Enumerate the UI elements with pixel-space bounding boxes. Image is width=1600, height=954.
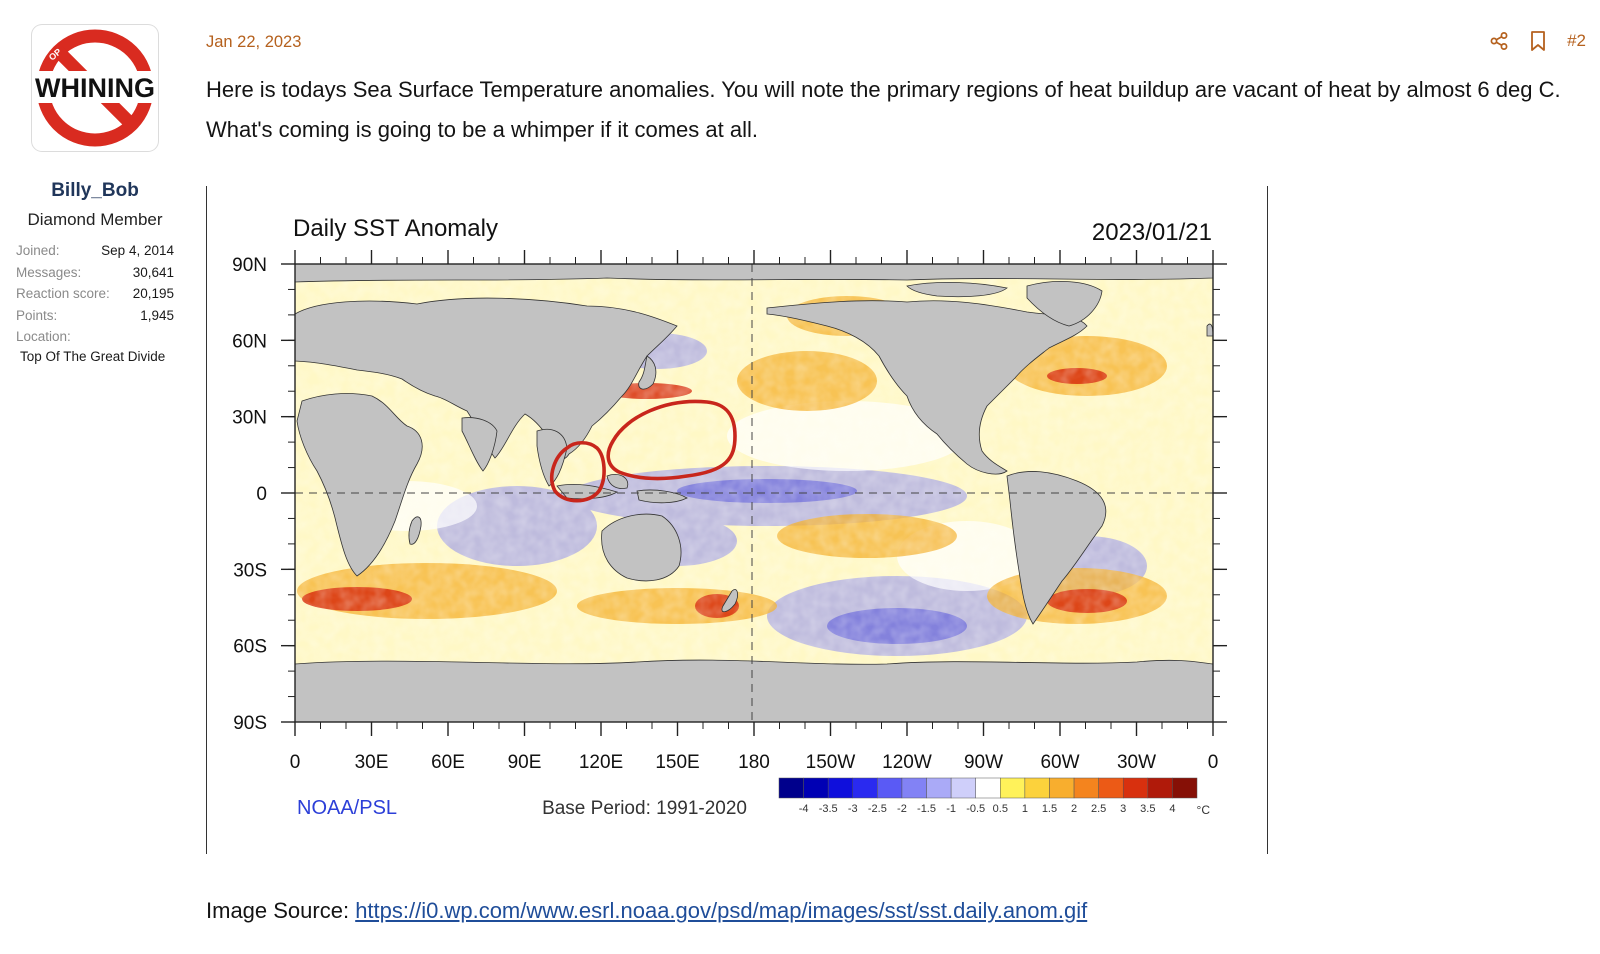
- lon-label: 90E: [508, 752, 542, 773]
- colorbar-swatch: [1073, 777, 1099, 799]
- colorbar-tick-label: 2: [1071, 803, 1077, 815]
- stat-reaction-score: Reaction score: 20,195: [16, 286, 174, 301]
- sst-anomaly-figure[interactable]: Daily SST Anomaly 2023/01/21: [206, 186, 1268, 854]
- map-title: Daily SST Anomaly: [293, 215, 498, 242]
- location-value[interactable]: Top Of The Great Divide: [20, 348, 166, 364]
- share-button[interactable]: [1489, 31, 1509, 51]
- colorbar-tick-label: 2.5: [1091, 803, 1106, 815]
- colorbar-swatch: [1000, 777, 1026, 799]
- colorbar-swatch: [1024, 777, 1050, 799]
- colorbar-unit: °C: [1197, 803, 1211, 817]
- lat-label: 30N: [232, 408, 267, 429]
- colorbar-tick-label: 1: [1022, 803, 1028, 815]
- lat-label: 90N: [232, 255, 267, 276]
- colorbar-tick-label: -1.5: [917, 803, 936, 815]
- bookmark-button[interactable]: [1529, 30, 1547, 52]
- lat-label: 0: [256, 484, 267, 505]
- lat-label: 60N: [232, 331, 267, 352]
- image-source-line: Image Source: https://i0.wp.com/www.esrl…: [206, 898, 1088, 923]
- lon-label: 90W: [964, 752, 1003, 773]
- image-source-link[interactable]: https://i0.wp.com/www.esrl.noaa.gov/psd/…: [355, 898, 1088, 923]
- colorbar-tick-label: 1.5: [1042, 803, 1057, 815]
- colorbar-tick-label: -1: [946, 803, 956, 815]
- stat-points: Points: 1,945: [16, 307, 174, 323]
- post-date[interactable]: Jan 22, 2023: [206, 33, 302, 51]
- stat-location: Location:: [16, 329, 71, 344]
- svg-text:WHINING: WHINING: [35, 73, 155, 103]
- annotation-circle-south-china-sea: [550, 440, 606, 503]
- colorbar-swatch: [827, 777, 854, 799]
- colorbar-swatch: [1147, 777, 1173, 799]
- lon-label: 150W: [806, 752, 856, 773]
- colorbar-tick-label: 3.5: [1140, 803, 1155, 815]
- latitude-labels: 90N 60N 30N 0 30S 60S 90S: [232, 255, 267, 734]
- colorbar-swatch: [877, 777, 903, 799]
- map-field: [295, 264, 1213, 722]
- lon-label: 120E: [579, 752, 623, 773]
- colorbar-tick-label: -3.5: [819, 803, 838, 815]
- map-date: 2023/01/21: [1092, 219, 1212, 246]
- user-title: Diamond Member: [27, 210, 163, 229]
- colorbar-tick-label: -4: [799, 803, 809, 815]
- lon-label: 60E: [431, 752, 465, 773]
- stat-joined: Joined: Sep 4, 2014: [16, 243, 174, 258]
- colorbar-swatch: [852, 777, 878, 799]
- colorbar: [778, 777, 1198, 799]
- share-icon: [1490, 32, 1508, 50]
- post-body-text: Here is todays Sea Surface Temperature a…: [206, 77, 1561, 142]
- lat-label: 30S: [233, 560, 267, 581]
- colorbar-swatch: [1098, 777, 1124, 799]
- bookmark-icon: [1531, 31, 1545, 51]
- colorbar-tick-label: -2: [897, 803, 907, 815]
- map-credit: NOAA/PSL: [297, 797, 397, 819]
- colorbar-swatch: [975, 777, 1001, 799]
- colorbar-tick-label: -2.5: [868, 803, 887, 815]
- longitude-labels: 0 30E 60E 90E 120E 150E 180 150W 120W 90W 60W 30W 0: [290, 752, 1219, 773]
- colorbar-tick-label: -0.5: [966, 803, 985, 815]
- lon-label: 150E: [655, 752, 699, 773]
- colorbar-tick-label: 0.5: [993, 803, 1008, 815]
- colorbar-swatch: [901, 777, 927, 799]
- lon-label: 180: [738, 752, 770, 773]
- lon-label: 30E: [355, 752, 389, 773]
- colorbar-tick-label: 3: [1120, 803, 1126, 815]
- user-stats: Joined: Sep 4, 2014 Messages: 30,641 Rea…: [16, 240, 174, 364]
- lon-label: 60W: [1040, 752, 1079, 773]
- colorbar-swatch: [1122, 777, 1149, 799]
- annotation-circle-west-pacific: [606, 399, 737, 481]
- map-base-period: Base Period: 1991-2020: [542, 798, 747, 819]
- colorbar-labels: -4 -3.5 -3 -2.5 -2 -1.5 -1 -0.5 0.5 1 1.5 2 2.5 3 3.5 4: [799, 803, 1176, 815]
- axis-ticks: [281, 250, 1227, 736]
- no-whining-icon: WHINING OP: [35, 29, 156, 147]
- post-actions: #2: [1489, 30, 1586, 52]
- land-masses: [295, 264, 1213, 722]
- lat-label: 90S: [233, 713, 267, 734]
- colorbar-swatch: [803, 777, 829, 799]
- colorbar-swatch: [1172, 777, 1198, 799]
- colorbar-swatch: [950, 777, 976, 799]
- lon-label: 0: [290, 752, 301, 773]
- sst-anomaly-map: Daily SST Anomaly 2023/01/21: [232, 215, 1227, 819]
- lat-label: 60S: [233, 637, 267, 658]
- colorbar-swatch: [778, 777, 804, 799]
- post-number-link[interactable]: #2: [1567, 31, 1586, 50]
- user-avatar[interactable]: WHINING OP: [32, 25, 158, 151]
- colorbar-swatch: [926, 777, 952, 799]
- lon-label: 0: [1208, 752, 1219, 773]
- lon-label: 30W: [1117, 752, 1156, 773]
- colorbar-tick-label: -3: [848, 803, 858, 815]
- colorbar-swatch: [1049, 777, 1075, 799]
- lon-label: 120W: [882, 752, 932, 773]
- username-link[interactable]: Billy_Bob: [51, 180, 139, 201]
- colorbar-tick-label: 4: [1169, 803, 1175, 815]
- stat-messages: Messages: 30,641: [16, 264, 174, 280]
